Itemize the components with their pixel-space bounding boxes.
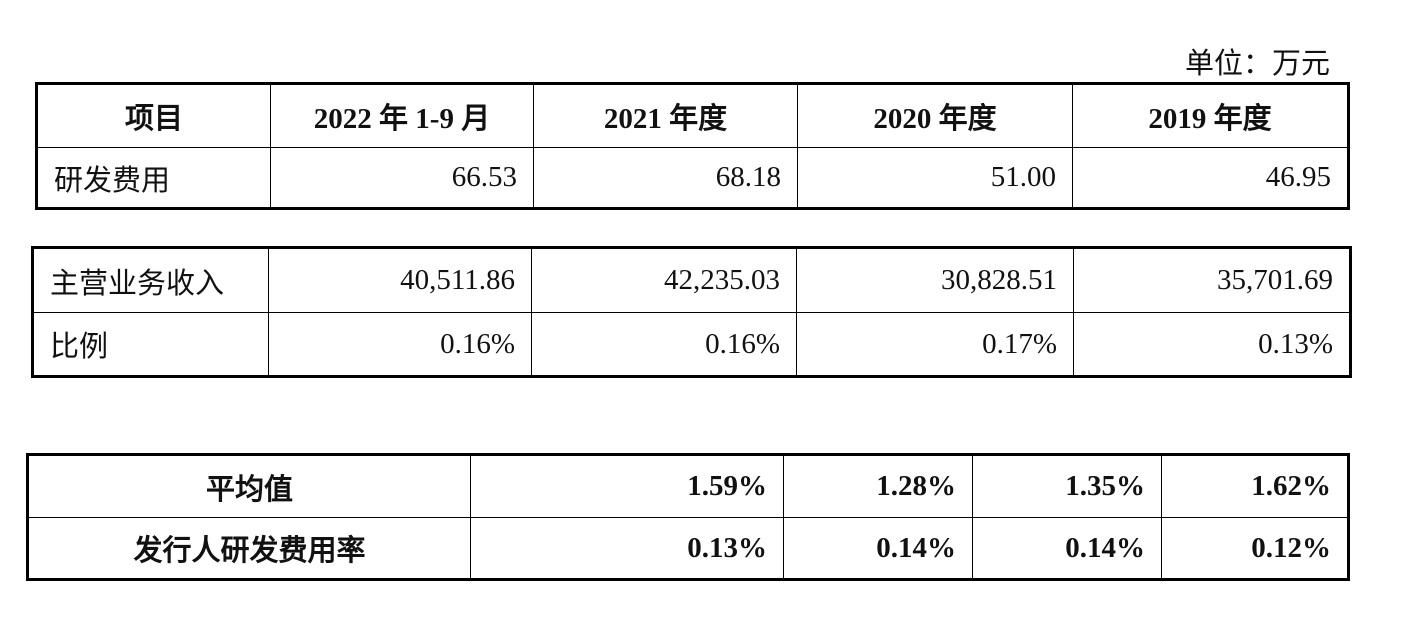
table-cell: 42,235.03 bbox=[531, 249, 796, 312]
table-cell: 研发费用 bbox=[38, 147, 270, 207]
table-cell: 1.62% bbox=[1161, 456, 1347, 517]
table-cell: 主营业务收入 bbox=[50, 267, 225, 300]
table-cell: 0.14% bbox=[783, 517, 972, 578]
table-cell: 35,701.69 bbox=[1073, 249, 1349, 312]
table-cell: 0.13% bbox=[470, 517, 783, 578]
table-cell: 1.28% bbox=[783, 456, 972, 517]
table: 项目 2022 年 1-9 月 2021 年度 2020 年度 2019 年度 研发费用 6… bbox=[35, 82, 1350, 210]
table-cell: 0.17% bbox=[796, 312, 1073, 375]
table-cell: 30,828.51 bbox=[796, 249, 1073, 312]
table-cell: 发行人研发费用率 bbox=[29, 517, 470, 578]
header-cell: 2019 年度 bbox=[1072, 85, 1347, 147]
header-cell: 2021 年度 bbox=[533, 85, 797, 147]
unit-label: 单位：万元 bbox=[1184, 48, 1330, 80]
table-cell: 1.35% bbox=[972, 456, 1161, 517]
table: 主营业务收入 40,511.86 42,235.03 30,828.51 35,701.… bbox=[31, 246, 1352, 378]
table-cell: 1.59% bbox=[470, 456, 783, 517]
table-cell: 51.00 bbox=[797, 147, 1072, 207]
table-cell: 0.12% bbox=[1161, 517, 1347, 578]
table-cell: 0.13% bbox=[1073, 312, 1349, 375]
header-cell: 项目 bbox=[124, 103, 183, 135]
table-cell: 0.14% bbox=[972, 517, 1161, 578]
table: 平均值 1.59% 1.28% 1.35% 1.62% 发行人研发费用率 0.13% 0.14… bbox=[26, 453, 1350, 581]
table-cell: 40,511.86 bbox=[268, 249, 531, 312]
header-cell: 2020 年度 bbox=[797, 85, 1072, 147]
table-cell: 0.16% bbox=[268, 312, 531, 375]
header-cell: 2022 年 1-9 月 bbox=[270, 85, 533, 147]
table-cell: 比例 bbox=[34, 312, 268, 375]
table-cell: 68.18 bbox=[533, 147, 797, 207]
table-cell: 46.95 bbox=[1072, 147, 1347, 207]
table-cell: 0.16% bbox=[531, 312, 796, 375]
table-cell: 平均值 bbox=[205, 473, 293, 506]
table-cell: 66.53 bbox=[270, 147, 533, 207]
